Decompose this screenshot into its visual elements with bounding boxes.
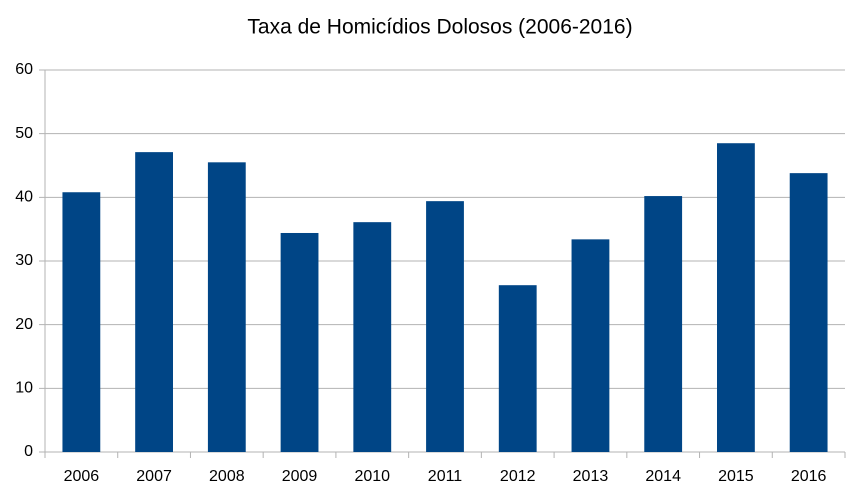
y-tick-label: 40 [15,189,33,206]
bar [135,152,173,452]
bar [353,222,392,452]
x-tick-label: 2014 [645,468,681,485]
x-tick-label: 2016 [791,468,827,485]
y-tick-label: 10 [15,380,33,397]
bar [644,196,683,452]
x-tick-label: 2010 [354,468,390,485]
bar [789,173,828,452]
x-tick-label: 2015 [718,468,754,485]
x-tick-label: 2006 [64,468,100,485]
bar [62,192,101,453]
x-tick-label: 2008 [209,468,245,485]
y-tick-label: 30 [15,252,33,269]
bar [571,239,610,452]
y-tick-label: 0 [24,443,33,460]
x-tick-label: 2007 [136,468,172,485]
bar [717,143,755,452]
x-tick-label: 2011 [428,468,463,485]
x-tick-label: 2013 [573,468,609,485]
x-tick-label: 2012 [500,468,536,485]
bar [207,162,246,453]
bar [498,285,537,452]
x-tick-label: 2009 [282,468,318,485]
y-tick-label: 50 [15,125,33,142]
y-tick-label: 60 [15,61,33,78]
bar [426,201,464,452]
bar [280,232,319,452]
y-tick-label: 20 [15,316,33,333]
chart-title: Taxa de Homicídios Dolosos (2006-2016) [247,16,632,39]
